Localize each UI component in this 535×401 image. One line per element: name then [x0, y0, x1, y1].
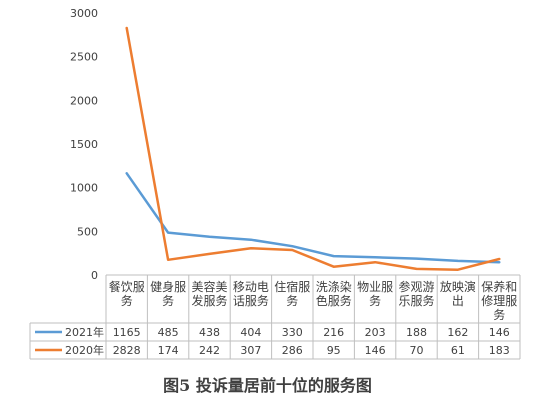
category-label-3: 移动电	[233, 280, 269, 294]
data-label-0-7: 188	[406, 326, 427, 339]
data-label-1-9: 183	[489, 344, 510, 357]
category-label-5: 色服务	[316, 293, 352, 308]
y-tick-label-0: 0	[91, 269, 98, 282]
y-tick-label-3: 1500	[70, 138, 98, 151]
y-tick-label-1: 500	[77, 225, 98, 238]
category-label-7: 参观游	[398, 279, 434, 294]
category-label-8: 出	[452, 294, 464, 308]
series-line-1	[125, 26, 501, 271]
category-label-4: 务	[286, 293, 298, 308]
category-label-9: 务	[493, 307, 505, 322]
data-label-1-8: 61	[451, 344, 465, 357]
figure-caption: 图5 投诉量居前十位的服务图	[163, 376, 372, 395]
data-label-1-1: 174	[158, 344, 179, 357]
category-label-0: 务	[121, 293, 133, 308]
category-label-1: 务	[162, 293, 174, 308]
y-tick-label-2: 1000	[70, 182, 98, 195]
data-label-1-2: 242	[199, 344, 220, 357]
category-label-7: 乐服务	[398, 293, 434, 308]
category-label-1: 健身服	[150, 279, 186, 294]
data-label-0-1: 485	[158, 326, 179, 339]
y-tick-label-4: 2000	[70, 94, 98, 107]
data-label-1-6: 146	[365, 344, 386, 357]
data-label-0-2: 438	[199, 326, 220, 339]
y-tick-label-6: 3000	[70, 7, 98, 20]
data-label-1-7: 70	[410, 344, 424, 357]
category-label-6: 物业服	[357, 280, 393, 294]
category-label-4: 住宿服	[274, 279, 310, 294]
category-label-2: 发服务	[191, 293, 227, 308]
data-label-1-5: 95	[327, 344, 341, 357]
legend-label-0: 2021年	[65, 325, 104, 339]
data-label-0-5: 216	[323, 326, 344, 339]
data-label-0-8: 162	[447, 326, 468, 339]
category-label-6: 务	[369, 293, 381, 308]
data-label-1-4: 286	[282, 344, 303, 357]
data-label-0-3: 404	[240, 326, 261, 339]
data-label-1-0: 2828	[113, 344, 141, 357]
y-tick-label-5: 2500	[70, 51, 98, 64]
category-label-8: 放映演	[440, 279, 476, 294]
category-label-0: 餐饮服	[109, 279, 145, 294]
category-label-3: 话服务	[233, 293, 269, 308]
series-line-0	[125, 172, 501, 264]
category-label-5: 洗涤染	[316, 279, 352, 294]
data-label-1-3: 307	[240, 344, 261, 357]
data-label-0-4: 330	[282, 326, 303, 339]
data-label-0-0: 1165	[113, 326, 141, 339]
data-label-0-6: 203	[365, 326, 386, 339]
category-label-2: 美容美	[191, 279, 227, 294]
legend-label-1: 2020年	[65, 343, 104, 357]
data-label-0-9: 146	[489, 326, 510, 339]
category-label-9: 保养和	[481, 279, 517, 294]
category-label-9: 修理服	[481, 293, 517, 308]
